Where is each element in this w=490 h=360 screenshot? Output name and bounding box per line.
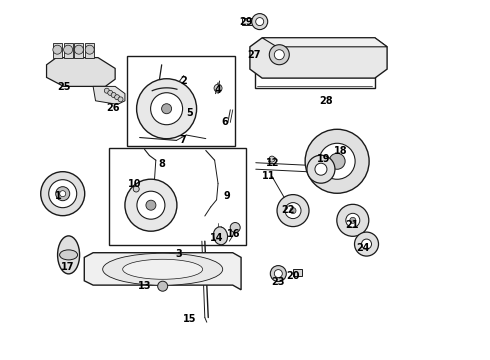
Circle shape xyxy=(85,45,94,54)
Circle shape xyxy=(64,45,73,54)
Ellipse shape xyxy=(58,236,79,274)
Circle shape xyxy=(125,179,177,231)
Text: 6: 6 xyxy=(221,117,228,127)
Text: 7: 7 xyxy=(179,135,186,145)
Text: 17: 17 xyxy=(61,262,74,272)
Bar xyxy=(293,269,302,276)
Bar xyxy=(242,18,255,25)
Text: 4: 4 xyxy=(215,85,221,95)
Circle shape xyxy=(256,18,264,26)
Text: 11: 11 xyxy=(262,171,275,181)
Text: 10: 10 xyxy=(128,179,142,189)
Circle shape xyxy=(41,172,85,216)
Bar xyxy=(127,56,235,146)
Ellipse shape xyxy=(103,253,222,285)
Circle shape xyxy=(104,88,109,93)
Circle shape xyxy=(277,195,309,226)
Circle shape xyxy=(270,266,286,282)
Text: 18: 18 xyxy=(334,146,347,156)
Bar xyxy=(255,56,375,88)
Polygon shape xyxy=(250,38,387,78)
Circle shape xyxy=(252,14,268,30)
Polygon shape xyxy=(93,86,125,104)
Text: 27: 27 xyxy=(247,50,261,60)
Text: 22: 22 xyxy=(281,204,295,215)
Text: 21: 21 xyxy=(345,220,359,230)
Circle shape xyxy=(162,104,172,114)
Circle shape xyxy=(362,239,371,249)
Circle shape xyxy=(150,93,183,125)
Circle shape xyxy=(49,180,77,208)
Circle shape xyxy=(355,232,378,256)
Circle shape xyxy=(315,163,327,175)
Polygon shape xyxy=(84,253,241,290)
Text: 16: 16 xyxy=(226,229,240,239)
Circle shape xyxy=(274,50,284,60)
Text: 2: 2 xyxy=(180,76,187,86)
Polygon shape xyxy=(85,43,94,58)
Text: 3: 3 xyxy=(175,249,182,259)
Polygon shape xyxy=(262,38,387,47)
Circle shape xyxy=(350,217,356,223)
Text: 23: 23 xyxy=(271,276,285,287)
Text: 29: 29 xyxy=(239,17,253,27)
Circle shape xyxy=(329,153,345,169)
Circle shape xyxy=(269,156,275,162)
Circle shape xyxy=(158,281,168,291)
Text: 12: 12 xyxy=(266,158,279,168)
Circle shape xyxy=(274,270,282,278)
Circle shape xyxy=(53,45,62,54)
Circle shape xyxy=(290,208,296,213)
Text: 5: 5 xyxy=(187,108,194,118)
Bar xyxy=(109,148,246,245)
Text: 28: 28 xyxy=(319,96,333,106)
Text: 9: 9 xyxy=(223,191,230,201)
Text: 26: 26 xyxy=(106,103,120,113)
Text: 19: 19 xyxy=(317,154,330,164)
Circle shape xyxy=(108,90,113,95)
Text: 8: 8 xyxy=(158,159,165,169)
Polygon shape xyxy=(53,43,62,58)
Ellipse shape xyxy=(122,259,203,279)
Circle shape xyxy=(146,200,156,210)
Circle shape xyxy=(307,155,335,183)
Text: 14: 14 xyxy=(210,233,223,243)
Polygon shape xyxy=(47,58,115,86)
Circle shape xyxy=(319,143,355,179)
Text: 1: 1 xyxy=(54,191,61,201)
Circle shape xyxy=(230,222,240,233)
Text: 20: 20 xyxy=(286,271,300,282)
Circle shape xyxy=(337,204,369,236)
Circle shape xyxy=(115,95,120,100)
Circle shape xyxy=(133,186,139,192)
Ellipse shape xyxy=(214,227,227,245)
Text: 13: 13 xyxy=(138,281,151,291)
Circle shape xyxy=(305,129,369,193)
Circle shape xyxy=(137,79,196,139)
Circle shape xyxy=(285,203,301,219)
Circle shape xyxy=(56,187,70,201)
Polygon shape xyxy=(74,43,83,58)
Text: 24: 24 xyxy=(356,243,369,253)
Circle shape xyxy=(270,45,289,65)
Circle shape xyxy=(214,84,222,92)
Circle shape xyxy=(346,213,360,227)
Text: 15: 15 xyxy=(183,314,197,324)
Ellipse shape xyxy=(60,250,77,260)
Circle shape xyxy=(60,191,66,197)
Circle shape xyxy=(111,93,116,98)
Circle shape xyxy=(74,45,83,54)
Polygon shape xyxy=(64,43,73,58)
Circle shape xyxy=(137,191,165,219)
Circle shape xyxy=(118,97,123,102)
Text: 25: 25 xyxy=(57,82,71,92)
